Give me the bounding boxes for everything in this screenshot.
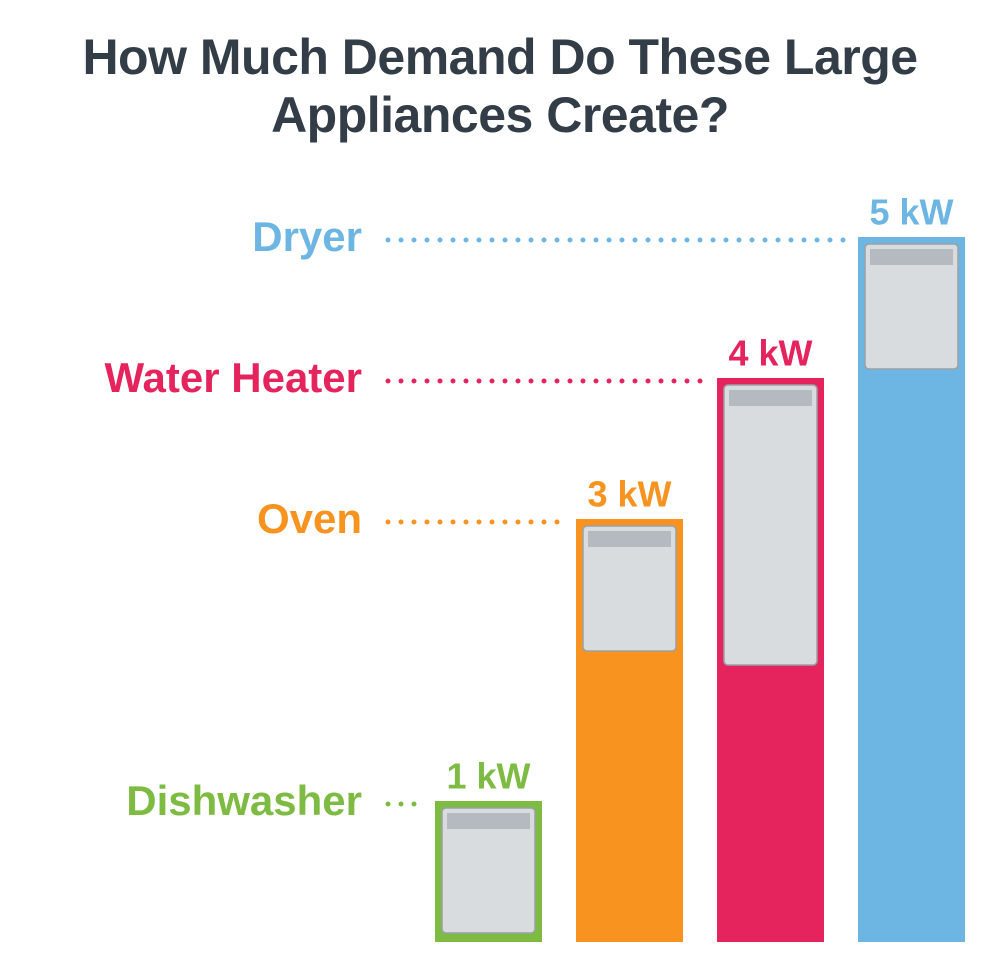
appliance-panel	[447, 813, 530, 829]
appliance-panel	[588, 531, 671, 547]
appliance-icon	[582, 525, 677, 652]
value-label: 3 kW	[587, 474, 671, 515]
appliance-icon	[723, 384, 818, 666]
chart-title: How Much Demand Do These Large Appliance…	[82, 29, 918, 143]
value-label: 1 kW	[446, 756, 530, 797]
value-label: 5 kW	[869, 192, 953, 233]
appliance-icon	[441, 807, 536, 934]
category-label: Dishwasher	[126, 777, 362, 824]
category-label: Oven	[257, 495, 362, 542]
category-label: Dryer	[252, 213, 362, 260]
category-label: Water Heater	[104, 354, 362, 401]
appliance-panel	[729, 390, 812, 406]
appliance-icon	[864, 243, 959, 370]
value-label: 4 kW	[728, 333, 812, 374]
appliance-panel	[870, 249, 953, 265]
